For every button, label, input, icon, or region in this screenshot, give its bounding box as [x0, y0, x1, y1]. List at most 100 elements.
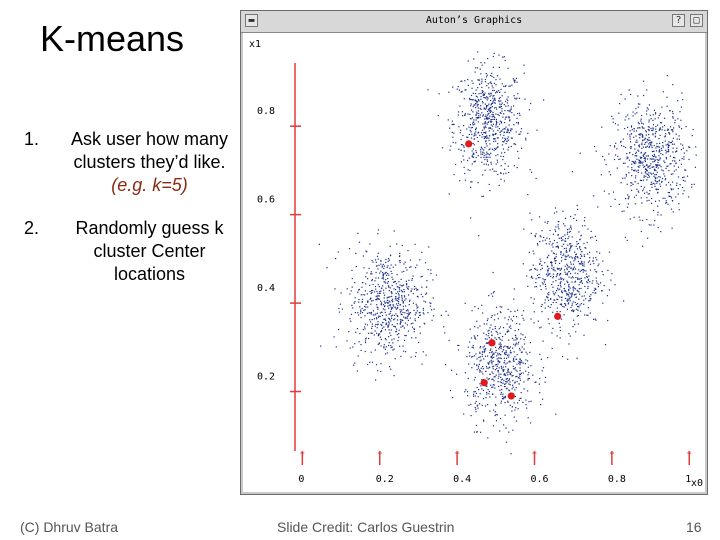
- data-point: [519, 358, 521, 360]
- data-point: [540, 289, 542, 291]
- data-point: [578, 291, 580, 293]
- data-point: [575, 276, 577, 279]
- data-point: [640, 152, 642, 154]
- data-point: [478, 99, 480, 101]
- data-point: [511, 410, 513, 412]
- data-point: [469, 97, 471, 100]
- window-titlebar[interactable]: ▬ Auton’s Graphics ? □: [241, 11, 707, 33]
- data-point: [511, 320, 513, 322]
- data-point: [509, 350, 512, 352]
- data-point: [493, 133, 495, 136]
- data-point: [676, 184, 678, 186]
- data-point: [476, 100, 478, 102]
- data-point: [385, 287, 387, 289]
- bullet-item: 2. Randomly guess k cluster Center locat…: [24, 217, 239, 286]
- data-point: [502, 327, 505, 329]
- data-point: [624, 128, 626, 130]
- data-point: [676, 138, 678, 140]
- data-point: [486, 136, 488, 138]
- data-point: [655, 164, 657, 166]
- data-point: [386, 266, 388, 268]
- data-point: [566, 293, 568, 295]
- data-point: [524, 336, 526, 338]
- data-point: [472, 148, 474, 150]
- data-point: [471, 99, 473, 101]
- data-point: [491, 350, 493, 353]
- data-point: [568, 288, 570, 290]
- data-point: [647, 158, 649, 160]
- data-point: [481, 355, 483, 357]
- data-point: [671, 143, 674, 145]
- data-point: [513, 402, 515, 404]
- data-point: [504, 352, 506, 354]
- data-point: [496, 331, 498, 333]
- window-menu-icon[interactable]: ▬: [245, 14, 258, 27]
- data-point: [612, 121, 614, 123]
- data-point: [463, 98, 465, 100]
- data-point: [495, 346, 497, 348]
- data-point: [655, 128, 657, 130]
- data-point: [476, 111, 478, 113]
- data-point: [379, 272, 381, 274]
- data-point: [381, 329, 383, 332]
- data-point: [326, 267, 328, 269]
- data-point: [381, 314, 384, 317]
- data-point: [470, 415, 472, 417]
- data-point: [635, 155, 637, 157]
- data-point: [634, 144, 636, 146]
- data-point: [451, 124, 453, 126]
- data-point: [456, 88, 458, 90]
- data-point: [355, 266, 357, 268]
- data-point: [563, 314, 565, 316]
- data-point: [478, 356, 480, 358]
- data-point: [490, 119, 492, 121]
- data-point: [626, 153, 628, 155]
- data-point: [579, 304, 581, 306]
- question-mark-icon[interactable]: ?: [672, 14, 685, 27]
- data-point: [598, 283, 600, 285]
- data-point: [412, 322, 414, 324]
- data-point: [359, 306, 361, 308]
- data-point: [402, 301, 404, 303]
- data-point: [629, 130, 631, 132]
- data-point: [544, 283, 546, 285]
- data-point: [502, 366, 504, 368]
- maximize-icon[interactable]: □: [690, 14, 703, 27]
- data-point: [520, 397, 522, 399]
- data-point: [564, 290, 566, 292]
- data-point: [659, 176, 661, 178]
- data-point: [405, 335, 407, 337]
- data-point: [472, 124, 474, 126]
- data-point: [684, 180, 686, 182]
- data-point: [464, 89, 466, 91]
- data-point: [488, 332, 490, 334]
- data-point: [455, 163, 457, 166]
- data-point: [628, 118, 630, 120]
- data-point: [507, 110, 509, 112]
- data-point: [486, 159, 488, 161]
- data-point: [544, 381, 546, 383]
- data-point: [652, 134, 654, 136]
- data-point: [647, 108, 649, 110]
- data-point: [479, 370, 481, 372]
- data-point: [382, 275, 384, 277]
- data-point: [650, 143, 652, 145]
- data-point: [566, 280, 568, 282]
- data-point: [381, 265, 383, 267]
- data-point: [656, 165, 658, 167]
- data-point: [509, 352, 511, 354]
- data-point: [555, 301, 557, 304]
- data-point: [546, 237, 548, 239]
- data-point: [406, 286, 408, 288]
- data-point: [487, 355, 489, 357]
- data-point: [390, 310, 392, 312]
- data-point: [643, 155, 645, 157]
- data-point: [378, 343, 380, 345]
- data-point: [480, 132, 483, 134]
- data-point: [654, 136, 656, 138]
- data-point: [377, 370, 379, 372]
- data-point: [512, 384, 514, 386]
- data-point: [460, 91, 462, 93]
- data-point: [614, 198, 616, 200]
- data-point: [693, 183, 695, 185]
